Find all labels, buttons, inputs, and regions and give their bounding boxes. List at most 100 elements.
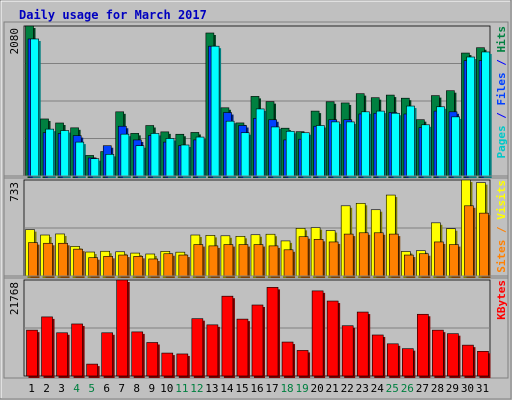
x-tick-label: 20 — [311, 382, 324, 395]
bar-kbytes-kbytes-day-15 — [236, 318, 250, 378]
x-tick-label: 10 — [160, 382, 173, 395]
panel-kbytes-ymax-label: 21768 — [8, 282, 21, 315]
bar-kbytes-kbytes-day-18 — [281, 341, 296, 378]
bar-kbytes-kbytes-day-19 — [296, 350, 311, 378]
legend-entry: Pages — [495, 125, 508, 158]
bar-kbytes-kbytes-day-3 — [56, 332, 70, 378]
bar-hits-pages-day-21 — [331, 121, 342, 178]
x-tick-label: 31 — [476, 382, 489, 395]
panel-kbytes-legend: KBytes — [495, 280, 508, 320]
bar-kbytes-kbytes-day-23 — [356, 311, 371, 378]
legend-entry: Sites — [495, 240, 508, 273]
bar-kbytes-kbytes-day-13 — [206, 324, 220, 378]
bar-visits-sites-day-21 — [328, 241, 341, 278]
bar-visits-sites-day-12 — [193, 244, 205, 278]
bar-visits-sites-day-28 — [434, 241, 446, 278]
bar-visits-sites-day-25 — [388, 233, 401, 278]
bar-kbytes-kbytes-day-20 — [311, 290, 326, 378]
bar-kbytes-kbytes-day-10 — [161, 352, 175, 378]
bar-visits-sites-day-9 — [148, 258, 160, 278]
x-tick-label: 15 — [235, 382, 248, 395]
bar-kbytes-kbytes-day-31 — [477, 351, 491, 378]
chart-title: Daily usage for March 2017 — [19, 8, 207, 22]
x-tick-label: 12 — [190, 382, 203, 395]
x-tick-label: 13 — [205, 382, 218, 395]
bar-visits-sites-day-10 — [163, 253, 175, 278]
bar-visits-sites-day-11 — [178, 254, 190, 278]
panel-visits: 733 Sites / Visits — [3, 175, 509, 279]
bar-kbytes-kbytes-day-9 — [146, 342, 160, 378]
bar-kbytes-kbytes-day-26 — [402, 348, 416, 378]
x-tick-label: 21 — [326, 382, 339, 395]
bar-visits-sites-day-31 — [479, 212, 491, 278]
bar-kbytes-kbytes-day-16 — [251, 304, 265, 378]
x-axis: 1 2 3 4 5 6 7 8 9 10 11 12 13 14 15 16 17 18 19 20 21 22 23 24 2… — [28, 382, 489, 395]
x-tick-label: 26 — [401, 382, 414, 395]
bar-hits-pages-day-13 — [210, 45, 222, 178]
bar-visits-sites-day-1 — [28, 242, 40, 278]
bar-kbytes-kbytes-day-28 — [432, 329, 446, 378]
bar-visits-sites-day-17 — [268, 245, 281, 278]
x-tick-label: 7 — [118, 382, 125, 395]
x-tick-label: 24 — [371, 382, 385, 395]
bar-hits-pages-day-15 — [240, 132, 252, 178]
bar-visits-sites-day-7 — [118, 254, 130, 278]
bar-visits-sites-day-19 — [298, 236, 311, 278]
bar-visits-sites-day-27 — [419, 253, 431, 278]
bar-visits-sites-day-26 — [404, 254, 416, 278]
legend-entry: KBytes — [495, 280, 508, 320]
bar-hits-pages-day-23 — [361, 111, 372, 178]
x-tick-label: 1 — [28, 382, 35, 395]
x-tick-label: 25 — [386, 382, 399, 395]
bar-kbytes-kbytes-day-1 — [26, 329, 40, 378]
bar-hits-pages-day-28 — [436, 106, 447, 178]
panel-visits-ymax-label: 733 — [8, 182, 21, 202]
bar-visits-sites-day-13 — [208, 245, 220, 278]
legend-entry: / — [495, 220, 508, 240]
bar-hits-pages-day-6 — [105, 154, 116, 178]
panel-hits-ymax-label: 2080 — [8, 28, 21, 55]
bar-kbytes-kbytes-day-4 — [71, 323, 85, 378]
bar-visits-sites-day-18 — [283, 249, 296, 278]
bar-hits-pages-day-27 — [421, 124, 432, 178]
bar-hits-pages-day-31 — [481, 51, 492, 178]
legend-entry: Files — [495, 72, 508, 105]
bar-kbytes-kbytes-day-8 — [131, 331, 145, 378]
x-tick-label: 28 — [431, 382, 444, 395]
x-tick-label: 8 — [133, 382, 140, 395]
bar-hits-pages-day-18 — [285, 130, 297, 178]
bar-visits-sites-day-6 — [103, 256, 115, 278]
bar-hits-pages-day-25 — [391, 112, 402, 178]
legend-entry: Hits — [495, 26, 508, 53]
x-tick-label: 5 — [88, 382, 95, 395]
bar-hits-pages-day-7 — [120, 133, 131, 178]
bar-kbytes-kbytes-day-14 — [221, 295, 235, 378]
x-tick-label: 27 — [416, 382, 429, 395]
bar-visits-sites-day-14 — [223, 244, 235, 278]
bar-visits-sites-day-15 — [238, 244, 250, 278]
panels: 2080 Pages / Files / Hits 733 Sites / Visit… — [3, 21, 509, 379]
bar-visits-sites-day-30 — [464, 205, 476, 278]
x-tick-label: 11 — [175, 382, 188, 395]
bar-visits-sites-day-2 — [43, 242, 55, 278]
bar-hits-pages-day-16 — [255, 108, 267, 178]
bar-kbytes-kbytes-day-30 — [462, 344, 476, 378]
bar-kbytes-kbytes-day-12 — [191, 318, 205, 378]
x-tick-label: 4 — [73, 382, 80, 395]
bar-hits-pages-day-30 — [466, 56, 477, 179]
x-tick-label: 6 — [103, 382, 110, 395]
bar-hits-pages-day-24 — [376, 110, 387, 178]
bar-kbytes-kbytes-day-11 — [176, 353, 190, 378]
legend-entry: Visits — [495, 180, 508, 220]
bar-visits-sites-day-4 — [73, 248, 85, 278]
bar-hits-pages-day-19 — [300, 132, 312, 178]
bar-visits-sites-day-29 — [449, 244, 461, 278]
x-tick-label: 19 — [295, 382, 308, 395]
legend-entry: / — [495, 53, 508, 73]
bar-kbytes-kbytes-day-27 — [417, 313, 431, 378]
legend-entry: / — [495, 106, 508, 126]
bar-kbytes-kbytes-day-29 — [447, 333, 461, 378]
x-tick-label: 30 — [461, 382, 474, 395]
